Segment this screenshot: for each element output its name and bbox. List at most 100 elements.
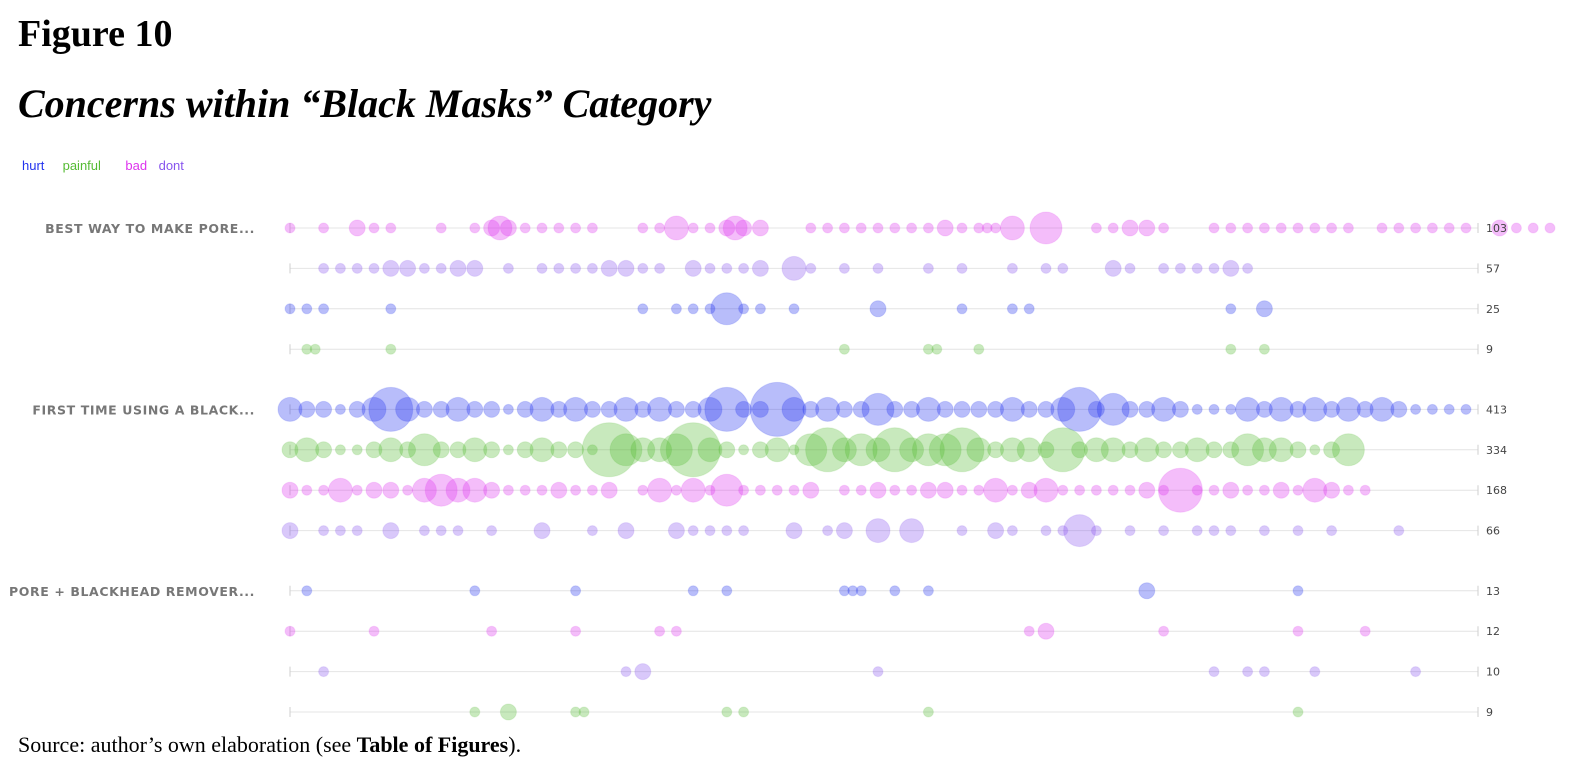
bubble-painful[interactable]: [630, 437, 656, 463]
bubble-hurt[interactable]: [970, 400, 988, 418]
bubble-hurt[interactable]: [637, 303, 649, 315]
bubble-bad[interactable]: [751, 219, 769, 237]
bubble-hurt[interactable]: [1023, 303, 1035, 315]
bubble-dont[interactable]: [956, 262, 968, 274]
bubble-bad[interactable]: [1309, 222, 1321, 234]
bubble-painful[interactable]: [738, 444, 750, 456]
bubble-painful[interactable]: [351, 444, 363, 456]
bubble-dont[interactable]: [600, 259, 618, 277]
bubble-bad[interactable]: [445, 477, 471, 503]
bubble-hurt[interactable]: [735, 400, 753, 418]
bubble-bad[interactable]: [855, 222, 867, 234]
bubble-bad[interactable]: [718, 219, 736, 237]
bubble-dont[interactable]: [1191, 262, 1203, 274]
bubble-hurt[interactable]: [1037, 400, 1055, 418]
bubble-dont[interactable]: [1393, 525, 1405, 537]
bubble-hurt[interactable]: [886, 400, 904, 418]
bubble-painful[interactable]: [1225, 343, 1237, 355]
bubble-hurt[interactable]: [1369, 396, 1395, 422]
bubble-bad[interactable]: [1225, 222, 1237, 234]
bubble-bad[interactable]: [462, 477, 488, 503]
bubble-bad[interactable]: [922, 222, 934, 234]
bubble-bad[interactable]: [1527, 222, 1539, 234]
bubble-hurt[interactable]: [583, 400, 601, 418]
bubble-dont[interactable]: [805, 262, 817, 274]
bubble-hurt[interactable]: [684, 400, 702, 418]
bubble-bad[interactable]: [519, 484, 531, 496]
bubble-hurt[interactable]: [754, 303, 766, 315]
bubble-hurt[interactable]: [1138, 400, 1156, 418]
bubble-painful[interactable]: [1083, 437, 1109, 463]
bubble-painful[interactable]: [844, 433, 878, 467]
bubble-hurt[interactable]: [936, 400, 954, 418]
bubble-painful[interactable]: [469, 706, 481, 718]
bubble-hurt[interactable]: [687, 585, 699, 597]
bubble-bad[interactable]: [990, 222, 1002, 234]
bubble-bad[interactable]: [647, 477, 673, 503]
bubble-bad[interactable]: [1158, 484, 1170, 496]
bubble-dont[interactable]: [781, 255, 807, 281]
bubble-painful[interactable]: [911, 433, 945, 467]
bubble-dont[interactable]: [751, 259, 769, 277]
bubble-painful[interactable]: [462, 437, 488, 463]
bubble-hurt[interactable]: [1410, 403, 1422, 415]
bubble-dont[interactable]: [570, 262, 582, 274]
bubble-painful[interactable]: [449, 441, 467, 459]
bubble-hurt[interactable]: [466, 400, 484, 418]
bubble-painful[interactable]: [928, 433, 962, 467]
bubble-hurt[interactable]: [318, 303, 330, 315]
bubble-dont[interactable]: [334, 262, 346, 274]
bubble-bad[interactable]: [1033, 477, 1059, 503]
bubble-bad[interactable]: [1460, 222, 1472, 234]
bubble-bad[interactable]: [1138, 481, 1156, 499]
bubble-bad[interactable]: [1157, 467, 1203, 513]
bubble-painful[interactable]: [1309, 444, 1321, 456]
bubble-bad[interactable]: [1342, 484, 1354, 496]
bubble-bad[interactable]: [838, 484, 850, 496]
bubble-hurt[interactable]: [1268, 396, 1294, 422]
bubble-bad[interactable]: [281, 481, 299, 499]
bubble-hurt[interactable]: [1460, 403, 1472, 415]
bubble-painful[interactable]: [609, 433, 643, 467]
bubble-dont[interactable]: [1208, 262, 1220, 274]
bubble-bad[interactable]: [822, 222, 834, 234]
bubble-painful[interactable]: [738, 706, 750, 718]
bubble-hurt[interactable]: [483, 400, 501, 418]
bubble-bad[interactable]: [1544, 222, 1556, 234]
bubble-hurt[interactable]: [738, 303, 750, 315]
bubble-bad[interactable]: [1107, 484, 1119, 496]
bubble-painful[interactable]: [365, 441, 383, 459]
bubble-bad[interactable]: [1124, 484, 1136, 496]
bubble-painful[interactable]: [751, 441, 769, 459]
bubble-dont[interactable]: [872, 666, 884, 678]
bubble-bad[interactable]: [382, 481, 400, 499]
bubble-dont[interactable]: [865, 518, 891, 544]
bubble-dont[interactable]: [1124, 262, 1136, 274]
bubble-painful[interactable]: [922, 706, 934, 718]
bubble-hurt[interactable]: [838, 585, 850, 597]
bubble-painful[interactable]: [665, 422, 721, 478]
bubble-hurt[interactable]: [915, 396, 941, 422]
bubble-bad[interactable]: [956, 222, 968, 234]
bubble-hurt[interactable]: [1225, 303, 1237, 315]
bubble-hurt[interactable]: [1302, 396, 1328, 422]
bubble-painful[interactable]: [567, 441, 585, 459]
bubble-hurt[interactable]: [987, 400, 1005, 418]
bubble-painful[interactable]: [407, 433, 441, 467]
bubble-hurt[interactable]: [956, 303, 968, 315]
bubble-painful[interactable]: [1323, 441, 1341, 459]
bubble-bad[interactable]: [1023, 625, 1035, 637]
bubble-dont[interactable]: [721, 525, 733, 537]
bubble-hurt[interactable]: [802, 400, 820, 418]
bubble-bad[interactable]: [687, 222, 699, 234]
bubble-painful[interactable]: [1071, 441, 1089, 459]
bubble-hurt[interactable]: [903, 400, 921, 418]
bubble-painful[interactable]: [1205, 441, 1223, 459]
bubble-hurt[interactable]: [1087, 400, 1105, 418]
bubble-dont[interactable]: [838, 262, 850, 274]
bubble-painful[interactable]: [721, 706, 733, 718]
bubble-bad[interactable]: [919, 481, 937, 499]
bubble-bad[interactable]: [1292, 222, 1304, 234]
bubble-bad[interactable]: [318, 222, 330, 234]
bubble-bad[interactable]: [936, 481, 954, 499]
